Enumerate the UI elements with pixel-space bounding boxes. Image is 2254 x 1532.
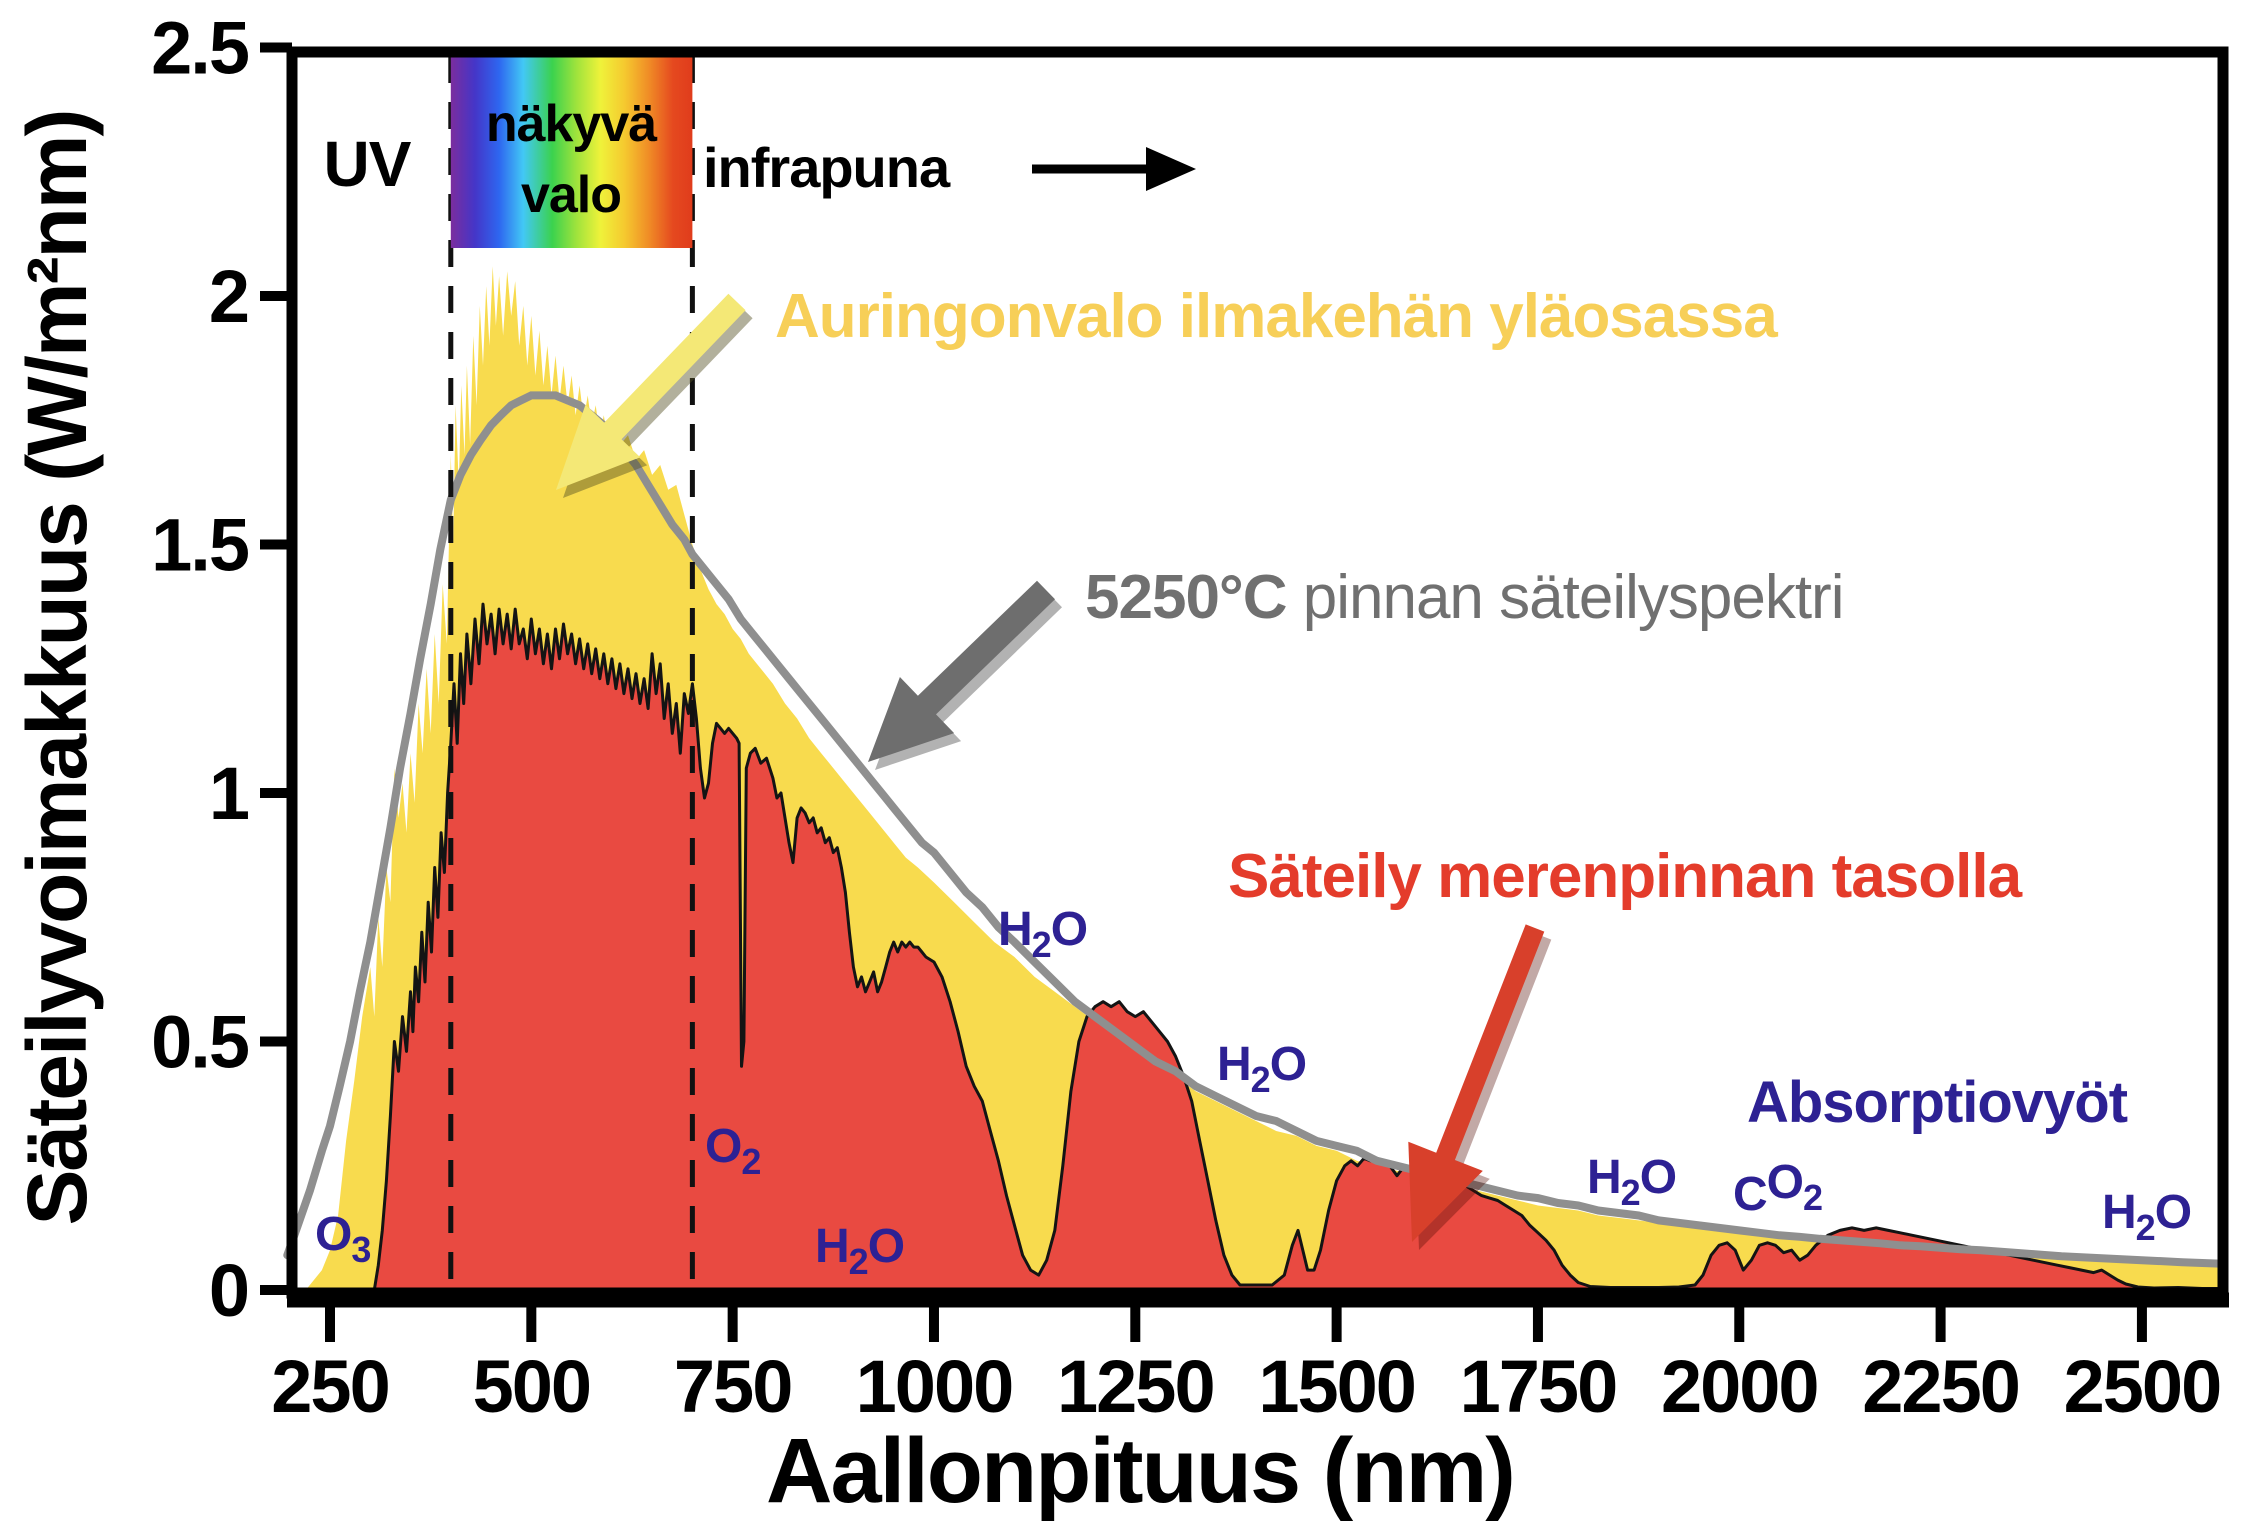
x-tick-label: 500 xyxy=(473,1345,590,1428)
uv-label: UV xyxy=(324,128,412,200)
visible-spectrum-band xyxy=(450,53,693,248)
molecule-label-O3: O3 xyxy=(315,1208,370,1270)
x-tick-label: 2500 xyxy=(2064,1345,2221,1428)
blackbody-annotation-rest: pinnan säteilyspektri xyxy=(1287,563,1844,632)
molecule-label-H2O: H2O xyxy=(815,1220,904,1282)
molecule-label-H2O: H2O xyxy=(1587,1151,1676,1213)
top-atmosphere-annotation: Auringonvalo ilmakehän yläosassa xyxy=(775,282,1778,351)
x-tick-label: 2000 xyxy=(1661,1345,1818,1428)
x-tick-label: 1250 xyxy=(1057,1345,1214,1428)
blackbody-arrow xyxy=(868,580,1062,770)
plot-frame xyxy=(286,46,2229,1308)
x-axis-title: Aallonpituus (nm) xyxy=(766,1420,1514,1522)
infrared-arrow xyxy=(1032,147,1196,191)
absorption-bands-annotation: Absorptiovyöt xyxy=(1747,1070,2128,1135)
infrared-label: infrapuna xyxy=(703,136,951,199)
molecule-labels: O3 O2 H2O H2O H2O H2O CO2 H2O xyxy=(315,903,2192,1282)
y-tick-label: 1 xyxy=(209,752,249,835)
sea-level-arrow xyxy=(1408,924,1552,1250)
chart-areas xyxy=(283,266,2227,1292)
visible-light-label-line2: valo xyxy=(521,166,621,224)
y-tick-label: 1.5 xyxy=(151,504,249,587)
x-tick-label: 1750 xyxy=(1460,1345,1617,1428)
blackbody-annotation: 5250°C pinnan säteilyspektri xyxy=(1085,563,1843,632)
x-tick-label: 1000 xyxy=(856,1345,1013,1428)
blackbody-annotation-temp: 5250°C xyxy=(1085,563,1287,632)
series-blackbody-curve xyxy=(283,391,2227,1268)
y-axis-ticks: 0 0.5 1 1.5 2 2.5 xyxy=(151,7,292,1332)
y-tick-label: 0 xyxy=(209,1249,248,1332)
x-tick-label: 2250 xyxy=(1862,1345,2019,1428)
molecule-label-O2: O2 xyxy=(705,1120,760,1182)
callout-arrows xyxy=(556,293,1552,1250)
series-sea-level-area xyxy=(372,602,2224,1292)
sea-level-annotation: Säteily merenpinnan tasolla xyxy=(1228,842,2023,911)
top-atmosphere-arrow xyxy=(556,293,753,498)
x-tick-label: 250 xyxy=(271,1345,388,1428)
x-axis-ticks: 250 500 750 1000 1250 1500 1750 2000 2250 2500 xyxy=(271,1300,2222,1428)
x-tick-label: 1500 xyxy=(1258,1345,1415,1428)
x-tick-label: 750 xyxy=(674,1345,791,1428)
visible-light-label-line1: näkyvä xyxy=(486,95,658,153)
molecule-label-H2O: H2O xyxy=(2102,1186,2191,1248)
y-tick-label: 2.5 xyxy=(151,7,249,90)
y-tick-label: 0.5 xyxy=(151,1001,249,1084)
molecule-label-H2O: H2O xyxy=(1217,1038,1306,1100)
visible-band-boundaries xyxy=(448,56,695,1293)
molecule-label-H2O: H2O xyxy=(998,903,1087,965)
molecule-label-CO2: CO2 xyxy=(1733,1156,1822,1221)
y-tick-label: 2 xyxy=(209,255,248,338)
y-axis-title: Säteilyvoimakkuus (W/m²nm) xyxy=(10,111,104,1226)
